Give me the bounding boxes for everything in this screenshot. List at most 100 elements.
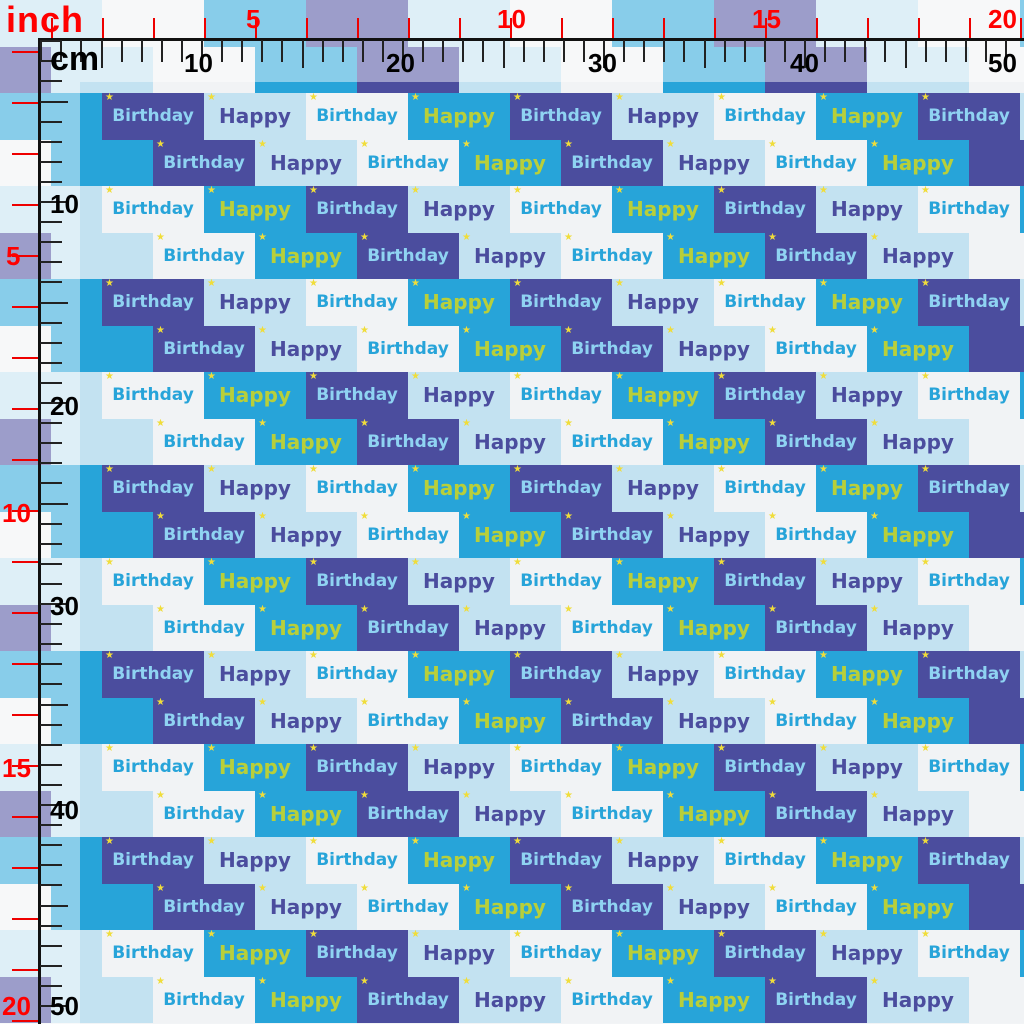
ruler-overlay-top bbox=[0, 0, 1024, 82]
pattern-tile: Birthday ★ bbox=[102, 651, 204, 698]
star-icon: ★ bbox=[768, 883, 777, 894]
pattern-tile: Birthday ★ bbox=[918, 744, 1020, 791]
cm-tick bbox=[462, 40, 465, 62]
cm-tick bbox=[40, 723, 62, 726]
pattern-tile bbox=[867, 46, 969, 93]
pattern-word: Birthday bbox=[367, 896, 449, 917]
pattern-word: Birthday bbox=[367, 431, 449, 452]
pattern-tile: Happy ★ bbox=[204, 837, 306, 884]
star-icon: ★ bbox=[666, 790, 675, 801]
star-icon: ★ bbox=[360, 232, 369, 243]
cm-tick bbox=[663, 40, 666, 62]
pattern-word: Birthday bbox=[520, 664, 602, 685]
pattern-tile: Birthday ★ bbox=[357, 139, 459, 186]
star-icon: ★ bbox=[207, 930, 216, 940]
cm-tick bbox=[40, 402, 68, 404]
pattern-word: Happy bbox=[474, 894, 546, 919]
pattern-tile: Birthday ★ bbox=[357, 418, 459, 465]
inch-tick bbox=[12, 306, 38, 308]
pattern-word: Birthday bbox=[163, 245, 245, 266]
star-icon: ★ bbox=[156, 697, 165, 708]
pattern-word: Birthday bbox=[724, 943, 806, 964]
pattern-word: Birthday bbox=[571, 896, 653, 917]
star-icon: ★ bbox=[462, 697, 471, 708]
pattern-tile: Happy ★ bbox=[408, 558, 510, 605]
pattern-tile: Birthday ★ bbox=[153, 232, 255, 279]
pattern-tile: Happy ★ bbox=[255, 604, 357, 651]
star-icon: ★ bbox=[411, 837, 420, 847]
inch-tick bbox=[663, 18, 665, 38]
star-icon: ★ bbox=[768, 232, 777, 243]
star-icon: ★ bbox=[360, 976, 369, 987]
pattern-word: Birthday bbox=[112, 757, 194, 778]
star-icon: ★ bbox=[105, 930, 114, 940]
star-icon: ★ bbox=[462, 325, 471, 336]
pattern-word: Happy bbox=[474, 522, 546, 547]
cm-tick bbox=[40, 964, 62, 967]
pattern-tile: Birthday ★ bbox=[510, 186, 612, 233]
pattern-word: Happy bbox=[270, 708, 342, 733]
pattern-tile bbox=[51, 883, 153, 930]
inch-tick bbox=[969, 18, 971, 38]
inch-tick bbox=[12, 102, 38, 104]
pattern-tile: Happy ★ bbox=[867, 604, 969, 651]
pattern-tile bbox=[1020, 93, 1024, 140]
pattern-tile: Birthday ★ bbox=[306, 186, 408, 233]
inch-tick bbox=[12, 612, 38, 614]
star-icon: ★ bbox=[615, 465, 624, 475]
pattern-word: Birthday bbox=[163, 710, 245, 731]
inch-tick bbox=[12, 816, 38, 818]
pattern-word: Birthday bbox=[775, 524, 857, 545]
pattern-word: Happy bbox=[474, 615, 546, 640]
star-icon: ★ bbox=[819, 93, 828, 103]
star-icon: ★ bbox=[564, 232, 573, 243]
star-icon: ★ bbox=[462, 511, 471, 522]
left-cm-label: 40 bbox=[50, 795, 79, 825]
star-icon: ★ bbox=[462, 232, 471, 243]
cm-tick bbox=[40, 683, 62, 686]
cm-tick bbox=[422, 40, 425, 62]
inch-tick bbox=[51, 18, 53, 38]
pattern-word: Birthday bbox=[367, 989, 449, 1010]
inch-tick bbox=[12, 1020, 38, 1022]
pattern-tile bbox=[0, 883, 51, 930]
pattern-tile bbox=[969, 883, 1024, 930]
cm-tick bbox=[40, 944, 62, 947]
pattern-tile: Happy ★ bbox=[204, 93, 306, 140]
star-icon: ★ bbox=[411, 93, 420, 103]
star-icon: ★ bbox=[156, 976, 165, 987]
star-icon: ★ bbox=[870, 139, 879, 150]
star-icon: ★ bbox=[564, 883, 573, 894]
pattern-word: Birthday bbox=[520, 943, 602, 964]
star-icon: ★ bbox=[615, 372, 624, 382]
pattern-tile: Happy ★ bbox=[663, 418, 765, 465]
pattern-tile: Birthday ★ bbox=[102, 186, 204, 233]
cm-tick bbox=[40, 80, 62, 83]
pattern-word: Birthday bbox=[316, 943, 398, 964]
star-icon: ★ bbox=[615, 279, 624, 289]
star-icon: ★ bbox=[819, 372, 828, 382]
pattern-tile: Happy ★ bbox=[204, 744, 306, 791]
pattern-tile: Happy ★ bbox=[612, 558, 714, 605]
star-icon: ★ bbox=[105, 837, 114, 847]
pattern-tile: Birthday ★ bbox=[153, 511, 255, 558]
cm-tick bbox=[40, 120, 62, 123]
cm-tick bbox=[40, 924, 62, 927]
star-icon: ★ bbox=[105, 93, 114, 103]
pattern-word: Birthday bbox=[724, 385, 806, 406]
pattern-tile: Happy ★ bbox=[816, 93, 918, 140]
pattern-word: Happy bbox=[882, 429, 954, 454]
pattern-tile: Happy ★ bbox=[867, 418, 969, 465]
pattern-tile: Birthday ★ bbox=[918, 279, 1020, 326]
pattern-tile bbox=[969, 604, 1024, 651]
cm-tick bbox=[783, 40, 786, 62]
cm-tick bbox=[40, 40, 62, 43]
pattern-tile: Birthday ★ bbox=[357, 511, 459, 558]
star-icon: ★ bbox=[258, 511, 267, 522]
pattern-tile: Birthday ★ bbox=[765, 325, 867, 372]
pattern-word: Birthday bbox=[928, 850, 1010, 871]
star-icon: ★ bbox=[156, 604, 165, 615]
pattern-word: Birthday bbox=[571, 245, 653, 266]
pattern-tile: Happy ★ bbox=[663, 790, 765, 837]
pattern-tile bbox=[0, 372, 102, 419]
